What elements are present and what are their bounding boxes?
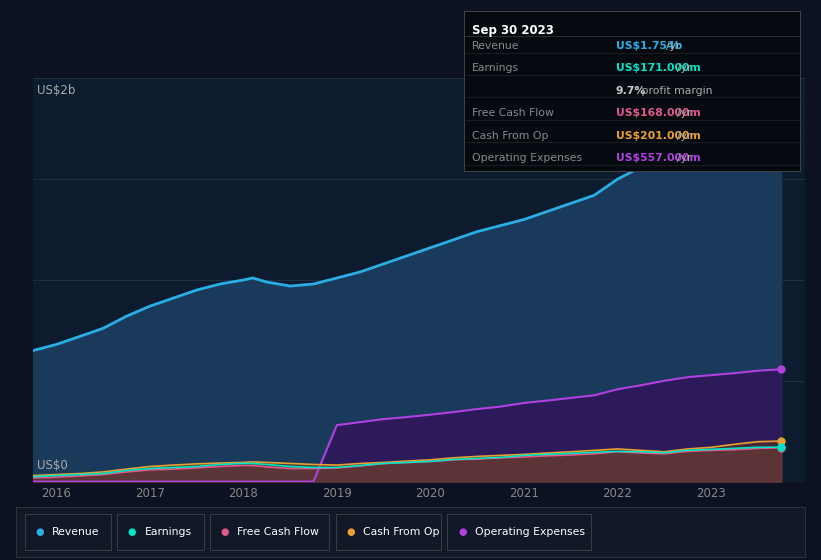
Point xyxy=(775,437,788,446)
Point xyxy=(775,124,788,133)
Text: Revenue: Revenue xyxy=(52,527,99,537)
Text: Earnings: Earnings xyxy=(144,527,191,537)
Text: Sep 30 2023: Sep 30 2023 xyxy=(472,24,554,36)
Text: profit margin: profit margin xyxy=(638,86,713,96)
Text: /yr: /yr xyxy=(677,130,691,141)
Text: US$168.000m: US$168.000m xyxy=(616,108,700,118)
Text: Free Cash Flow: Free Cash Flow xyxy=(237,527,319,537)
Text: /yr: /yr xyxy=(666,41,681,51)
Text: ●: ● xyxy=(458,527,466,537)
Text: /yr: /yr xyxy=(677,108,691,118)
Text: ●: ● xyxy=(128,527,136,537)
Text: US$0: US$0 xyxy=(37,459,67,472)
Point xyxy=(775,444,788,452)
Text: Operating Expenses: Operating Expenses xyxy=(472,153,582,163)
Point xyxy=(775,365,788,374)
Text: Free Cash Flow: Free Cash Flow xyxy=(472,108,554,118)
Text: US$201.000m: US$201.000m xyxy=(616,130,700,141)
Text: US$1.754b: US$1.754b xyxy=(616,41,682,51)
Text: /yr: /yr xyxy=(677,153,691,163)
Text: Cash From Op: Cash From Op xyxy=(472,130,548,141)
Text: Cash From Op: Cash From Op xyxy=(363,527,439,537)
Text: Revenue: Revenue xyxy=(472,41,520,51)
Text: ●: ● xyxy=(35,527,44,537)
Text: ●: ● xyxy=(221,527,229,537)
Text: /yr: /yr xyxy=(677,63,691,73)
Text: 9.7%: 9.7% xyxy=(616,86,646,96)
Text: US$557.000m: US$557.000m xyxy=(616,153,700,163)
Text: ●: ● xyxy=(346,527,355,537)
Point xyxy=(775,442,788,451)
Text: US$2b: US$2b xyxy=(37,85,75,97)
Text: Earnings: Earnings xyxy=(472,63,519,73)
Text: Operating Expenses: Operating Expenses xyxy=(475,527,585,537)
Text: US$171.000m: US$171.000m xyxy=(616,63,700,73)
